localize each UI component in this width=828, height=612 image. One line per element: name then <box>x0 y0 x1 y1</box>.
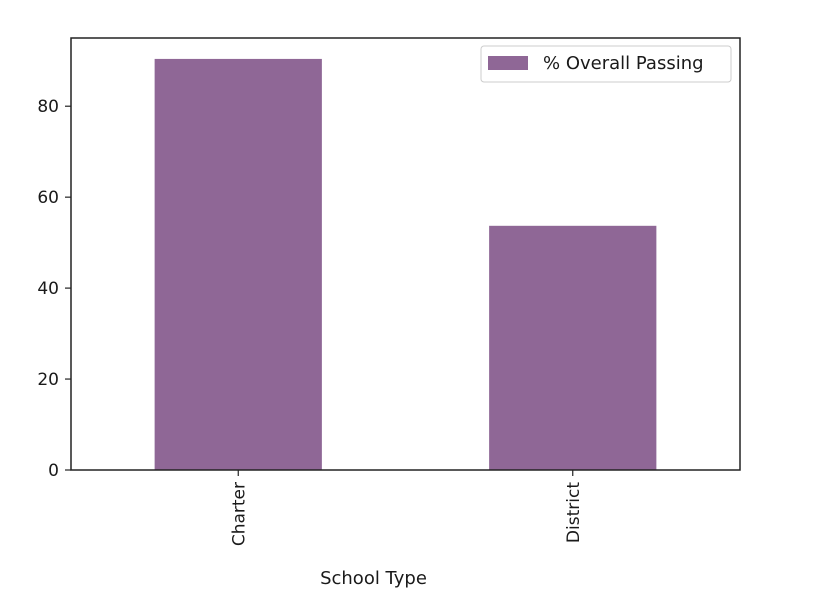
legend-swatch <box>488 56 528 70</box>
x-axis-label: School Type <box>320 568 427 589</box>
y-tick-label: 20 <box>37 370 59 390</box>
x-tick-label: District <box>564 482 584 543</box>
y-tick-label: 0 <box>48 461 59 481</box>
plot-frame <box>70 37 741 471</box>
bar-charter <box>154 58 322 470</box>
legend: % Overall Passing <box>480 45 732 83</box>
y-axis: 0 20 40 60 80 <box>37 97 71 481</box>
bar-district <box>489 225 657 470</box>
bars-group <box>154 58 657 470</box>
x-axis: Charter District <box>229 470 584 546</box>
legend-box <box>480 45 732 83</box>
legend-entry: % Overall Passing <box>543 53 704 74</box>
y-tick-label: 60 <box>37 188 59 208</box>
y-tick-label: 80 <box>37 97 59 117</box>
y-tick-label: 40 <box>37 279 59 299</box>
x-tick-label: Charter <box>229 482 249 546</box>
